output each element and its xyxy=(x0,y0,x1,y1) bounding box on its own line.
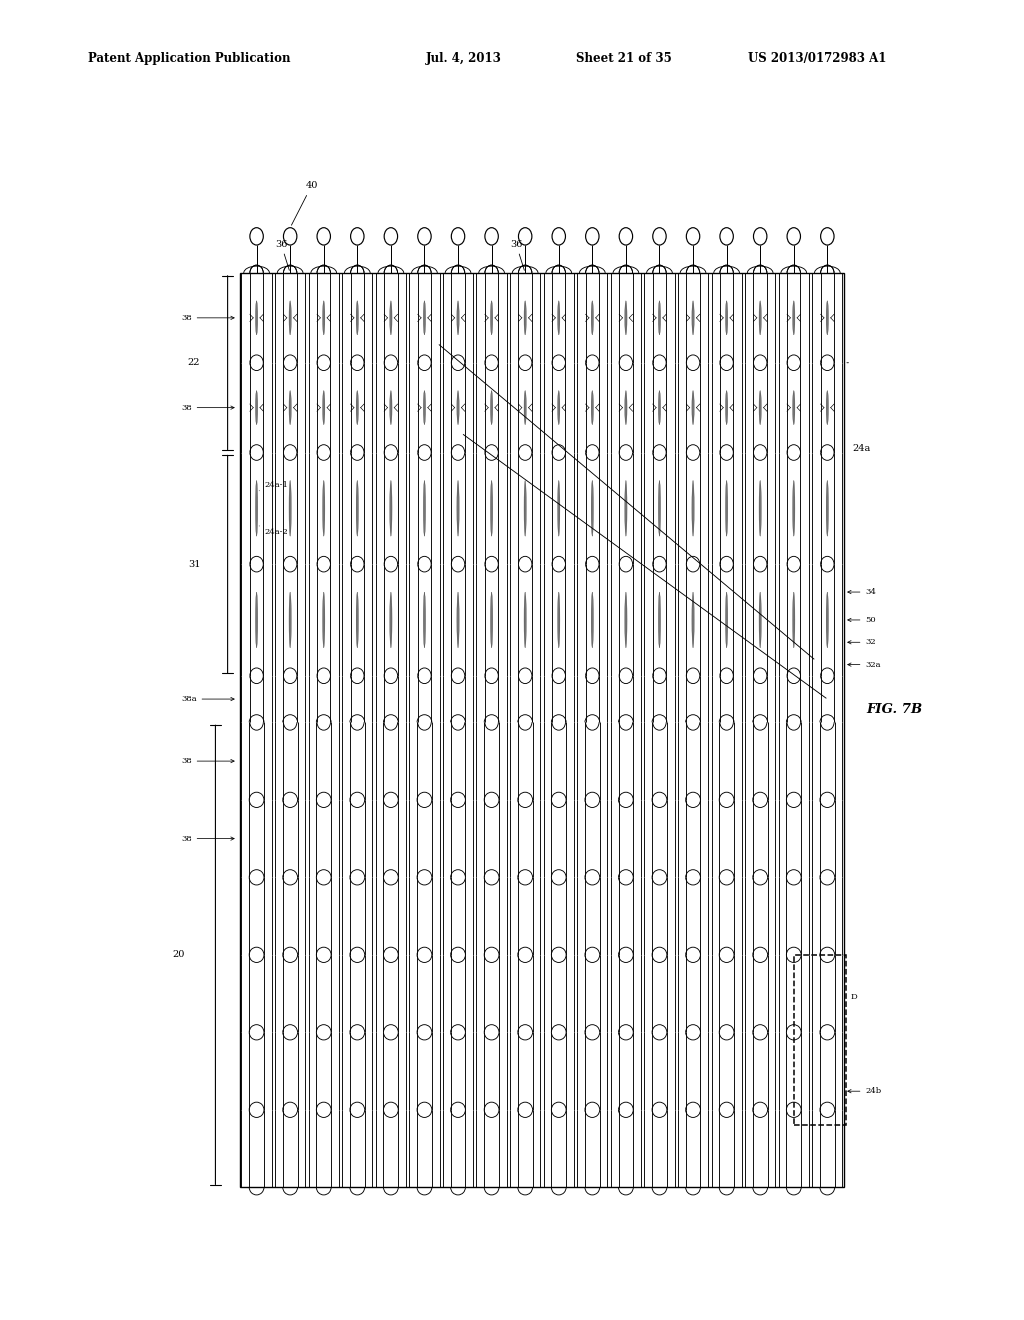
Ellipse shape xyxy=(457,301,459,335)
Ellipse shape xyxy=(625,593,627,648)
Ellipse shape xyxy=(793,301,795,335)
Ellipse shape xyxy=(658,391,660,425)
Ellipse shape xyxy=(759,301,762,335)
Ellipse shape xyxy=(490,480,493,536)
Ellipse shape xyxy=(323,391,325,425)
Ellipse shape xyxy=(558,480,560,536)
Ellipse shape xyxy=(658,593,660,648)
Ellipse shape xyxy=(826,301,828,335)
Ellipse shape xyxy=(356,391,358,425)
Text: US 2013/0172983 A1: US 2013/0172983 A1 xyxy=(748,51,886,65)
Text: FIG. 7B: FIG. 7B xyxy=(866,702,923,715)
Ellipse shape xyxy=(692,391,694,425)
Ellipse shape xyxy=(826,593,828,648)
Ellipse shape xyxy=(725,480,728,536)
Bar xyxy=(240,273,844,1187)
Text: 38: 38 xyxy=(181,834,234,842)
Ellipse shape xyxy=(323,480,325,536)
Ellipse shape xyxy=(289,480,292,536)
Ellipse shape xyxy=(658,480,660,536)
Ellipse shape xyxy=(490,301,493,335)
Ellipse shape xyxy=(524,301,526,335)
Ellipse shape xyxy=(423,593,426,648)
Ellipse shape xyxy=(591,593,594,648)
Ellipse shape xyxy=(725,391,728,425)
Text: 40: 40 xyxy=(292,181,317,226)
Text: 50: 50 xyxy=(848,616,877,624)
Text: 32a: 32a xyxy=(848,660,881,669)
Ellipse shape xyxy=(255,301,258,335)
Ellipse shape xyxy=(423,480,426,536)
Ellipse shape xyxy=(289,301,292,335)
Ellipse shape xyxy=(490,593,493,648)
Text: 24a-1: 24a-1 xyxy=(259,480,289,491)
Text: 24b: 24b xyxy=(848,1088,882,1096)
Ellipse shape xyxy=(255,391,258,425)
Bar xyxy=(794,954,846,1125)
Text: Sheet 21 of 35: Sheet 21 of 35 xyxy=(575,51,672,65)
Ellipse shape xyxy=(692,480,694,536)
Ellipse shape xyxy=(356,480,358,536)
Ellipse shape xyxy=(793,391,795,425)
Text: 24a-2: 24a-2 xyxy=(259,525,289,536)
Ellipse shape xyxy=(625,391,627,425)
Ellipse shape xyxy=(625,301,627,335)
Ellipse shape xyxy=(356,593,358,648)
Text: 34: 34 xyxy=(848,587,877,597)
Text: 32: 32 xyxy=(848,639,877,647)
Ellipse shape xyxy=(289,593,292,648)
Ellipse shape xyxy=(323,593,325,648)
Ellipse shape xyxy=(759,480,762,536)
Ellipse shape xyxy=(356,301,358,335)
Text: 36: 36 xyxy=(274,240,290,271)
Text: Patent Application Publication: Patent Application Publication xyxy=(88,51,291,65)
Ellipse shape xyxy=(558,301,560,335)
Ellipse shape xyxy=(692,301,694,335)
Ellipse shape xyxy=(826,480,828,536)
Ellipse shape xyxy=(390,391,392,425)
Ellipse shape xyxy=(457,593,459,648)
Ellipse shape xyxy=(390,593,392,648)
Ellipse shape xyxy=(423,391,426,425)
Text: Jul. 4, 2013: Jul. 4, 2013 xyxy=(426,51,502,65)
Text: 24a: 24a xyxy=(852,444,870,453)
Ellipse shape xyxy=(591,301,594,335)
Ellipse shape xyxy=(390,480,392,536)
Ellipse shape xyxy=(289,391,292,425)
Ellipse shape xyxy=(524,593,526,648)
Ellipse shape xyxy=(625,480,627,536)
Text: 38a: 38a xyxy=(181,696,234,704)
Ellipse shape xyxy=(390,301,392,335)
Ellipse shape xyxy=(423,301,426,335)
Ellipse shape xyxy=(457,480,459,536)
Ellipse shape xyxy=(692,593,694,648)
Text: 20: 20 xyxy=(173,950,185,960)
Text: 36: 36 xyxy=(510,240,524,271)
Ellipse shape xyxy=(591,480,594,536)
Ellipse shape xyxy=(457,391,459,425)
Ellipse shape xyxy=(725,301,728,335)
Text: 38: 38 xyxy=(181,758,234,766)
Ellipse shape xyxy=(725,593,728,648)
Ellipse shape xyxy=(591,391,594,425)
Ellipse shape xyxy=(323,301,325,335)
Ellipse shape xyxy=(759,593,762,648)
Ellipse shape xyxy=(255,480,258,536)
Ellipse shape xyxy=(658,301,660,335)
Text: D: D xyxy=(850,994,857,1002)
Ellipse shape xyxy=(524,391,526,425)
Ellipse shape xyxy=(558,391,560,425)
Ellipse shape xyxy=(793,480,795,536)
Ellipse shape xyxy=(558,593,560,648)
Text: 38: 38 xyxy=(181,314,234,322)
Ellipse shape xyxy=(793,593,795,648)
Text: 31: 31 xyxy=(187,560,201,569)
Text: 22: 22 xyxy=(187,358,201,367)
Ellipse shape xyxy=(255,593,258,648)
Ellipse shape xyxy=(490,391,493,425)
Text: 38: 38 xyxy=(181,404,234,412)
Ellipse shape xyxy=(759,391,762,425)
Ellipse shape xyxy=(826,391,828,425)
Ellipse shape xyxy=(524,480,526,536)
